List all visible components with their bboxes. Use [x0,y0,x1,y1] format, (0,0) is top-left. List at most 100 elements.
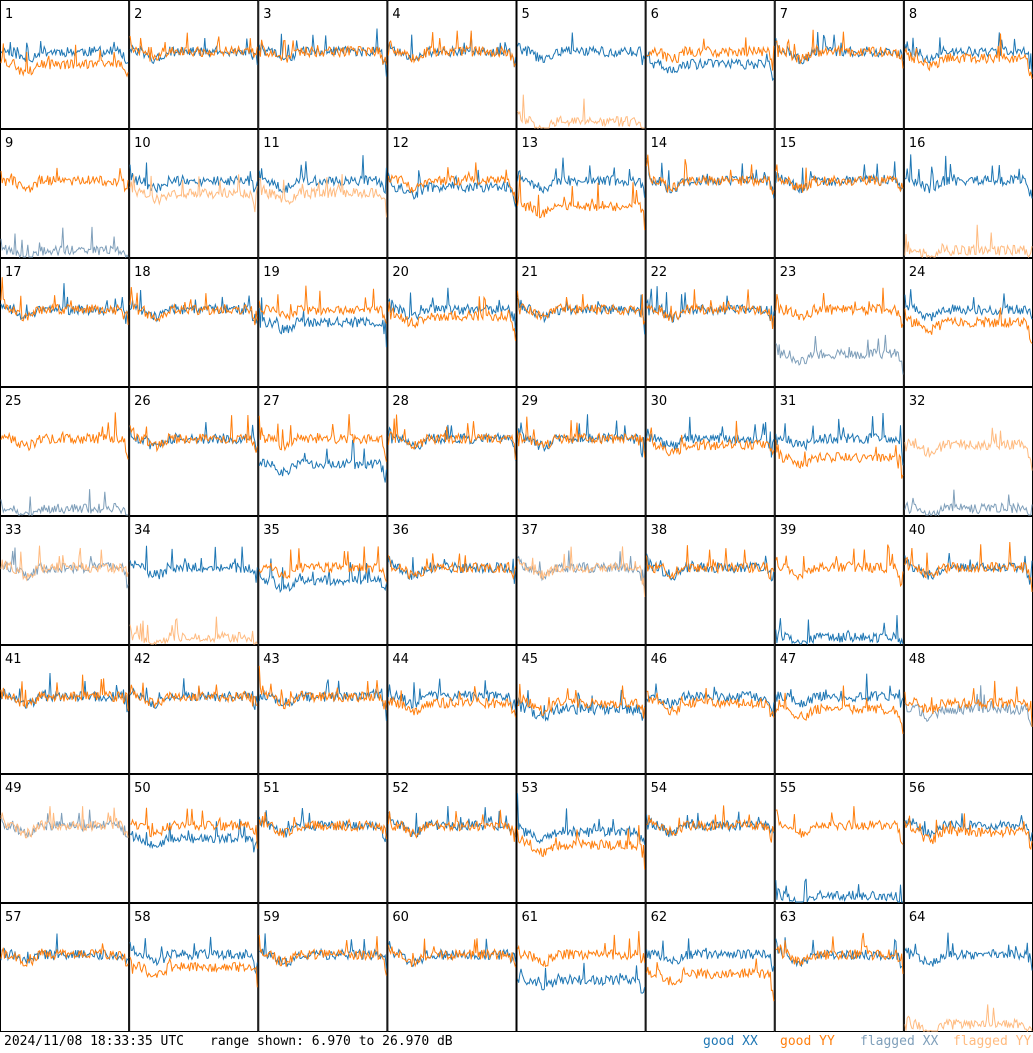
series-good-yy [517,825,646,870]
series-good-yy [258,934,387,976]
series-good-xx [129,162,258,194]
series-good-xx [517,962,646,994]
panel-frame [258,645,388,774]
series-good-yy [129,956,258,988]
series-good-yy [258,665,387,710]
panel-2: 2 [129,0,259,129]
series-good-yy [904,307,1033,344]
panel-1: 1 [0,0,130,129]
series-good-yy [387,162,516,204]
panel-frame [129,387,259,516]
panel-14: 14 [645,129,775,258]
panel-label: 23 [780,265,797,280]
series-good-xx [129,289,258,324]
series-good-yy [517,174,646,231]
panel-frame [129,774,259,903]
panel-52: 52 [387,774,517,903]
panel-21: 21 [516,258,646,387]
panel-label: 4 [392,7,400,22]
panel-6: 6 [645,0,775,129]
panel-15: 15 [774,129,904,258]
panel-frame [387,129,517,258]
series-good-yy [387,938,516,968]
panel-5: 5 [516,0,646,129]
series-flagged-xx [0,489,129,517]
panel-17: 17 [0,258,130,387]
panel-label: 37 [522,523,539,538]
series-good-yy [646,37,775,71]
panel-label: 5 [522,7,530,22]
panel-7: 7 [774,0,904,129]
panel-frame [387,645,517,774]
panel-19: 19 [258,258,388,387]
panel-4: 4 [387,0,517,129]
series-good-yy [904,680,1033,727]
series-good-yy [387,686,516,718]
panel-frame [0,258,130,387]
series-good-yy [0,943,129,967]
panel-frame [387,387,517,516]
panel-frame [774,258,904,387]
panel-47: 47 [774,645,904,774]
panel-50: 50 [129,774,259,903]
panel-11: 11 [258,129,388,258]
panel-frame [774,774,904,903]
panel-53: 53 [516,774,646,903]
panel-frame [645,516,775,645]
panel-label: 59 [263,910,280,925]
timestamp: 2024/11/08 18:33:35 UTC [4,1034,185,1049]
panel-label: 51 [263,781,280,796]
panel-label: 25 [5,394,22,409]
panel-label: 28 [392,394,409,409]
panel-26: 26 [129,387,259,516]
panel-33: 33 [0,516,130,645]
series-good-yy [517,931,646,968]
panel-label: 16 [909,136,926,151]
series-good-xx [517,689,646,722]
series-good-yy [646,154,775,195]
panel-20: 20 [387,258,517,387]
series-good-yy [775,544,904,588]
panel-label: 57 [5,910,22,925]
panel-label: 3 [263,7,271,22]
panel-49: 49 [0,774,130,903]
series-good-xx [517,793,646,845]
panel-frame [645,129,775,258]
panel-frame [774,387,904,516]
panel-label: 52 [392,781,409,796]
panel-39: 39 [774,516,904,646]
panel-41: 41 [0,645,130,774]
panel-frame [903,387,1033,516]
panel-label: 32 [909,394,926,409]
panel-frame [516,129,646,258]
panel-label: 55 [780,781,797,796]
panel-label: 43 [263,652,280,667]
panel-frame [645,903,775,1032]
panel-frame [0,774,130,903]
panel-61: 61 [516,903,646,1032]
panel-label: 12 [392,136,409,151]
panel-frame [258,903,388,1032]
panel-label: 17 [5,265,22,280]
series-good-xx [904,289,1033,322]
panel-label: 20 [392,265,409,280]
panel-59: 59 [258,903,388,1032]
panel-29: 29 [516,387,646,516]
panel-label: 35 [263,523,280,538]
series-good-xx [129,818,258,853]
panel-label: 31 [780,394,797,409]
series-good-yy [517,290,646,325]
series-good-xx [258,155,387,195]
panel-frame [0,387,130,516]
panel-label: 60 [392,910,409,925]
series-good-yy [129,807,258,849]
panel-43: 43 [258,645,388,774]
series-good-yy [129,414,258,453]
series-good-yy [646,958,775,1002]
panel-label: 7 [780,7,788,22]
panel-44: 44 [387,645,517,774]
panel-3: 3 [258,0,388,129]
series-good-xx [517,32,646,66]
panel-62: 62 [645,903,775,1032]
panel-frame [129,516,259,645]
